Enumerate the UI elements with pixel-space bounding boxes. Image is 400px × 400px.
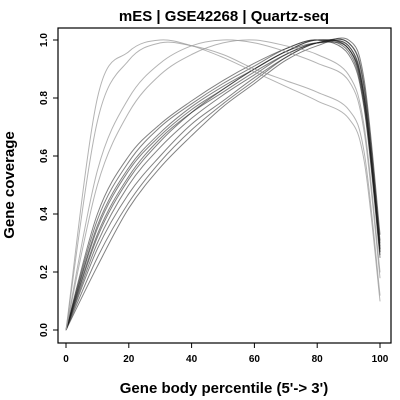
x-tick-label: 20 xyxy=(123,354,135,365)
series-line-4 xyxy=(65,40,381,331)
series-line-11 xyxy=(65,39,381,331)
series-line-12 xyxy=(65,41,381,331)
chart-title: mES | GSE42268 | Quartz-seq xyxy=(119,8,329,25)
x-axis: 0 20 40 60 80 100 xyxy=(63,342,389,365)
x-tick-label: 40 xyxy=(186,354,198,365)
y-axis: 0.0 0.2 0.4 0.6 0.8 1.0 xyxy=(39,33,59,337)
y-axis-label: Gene coverage xyxy=(1,131,18,239)
series-line-14 xyxy=(65,39,381,331)
series-line-7 xyxy=(65,38,381,331)
x-tick-label: 0 xyxy=(63,354,69,365)
y-tick-label: 0.6 xyxy=(39,149,50,163)
series-line-5 xyxy=(65,39,381,331)
x-tick-label: 100 xyxy=(372,354,389,365)
y-tick-label: 0.2 xyxy=(39,265,50,279)
series-line-8 xyxy=(65,38,381,331)
series-line-9 xyxy=(65,37,381,331)
x-axis-label: Gene body percentile (5'-> 3') xyxy=(120,380,328,397)
series-line-3 xyxy=(65,39,381,331)
x-tick-label: 60 xyxy=(249,354,261,365)
y-tick-label: 1.0 xyxy=(39,33,50,47)
y-tick-label: 0.8 xyxy=(39,91,50,105)
series-line-10 xyxy=(65,39,381,331)
y-tick-label: 0.0 xyxy=(39,323,50,337)
x-tick-label: 80 xyxy=(312,354,324,365)
series-layer xyxy=(65,37,381,331)
plot-frame xyxy=(57,27,392,344)
y-tick-label: 0.4 xyxy=(39,207,50,221)
